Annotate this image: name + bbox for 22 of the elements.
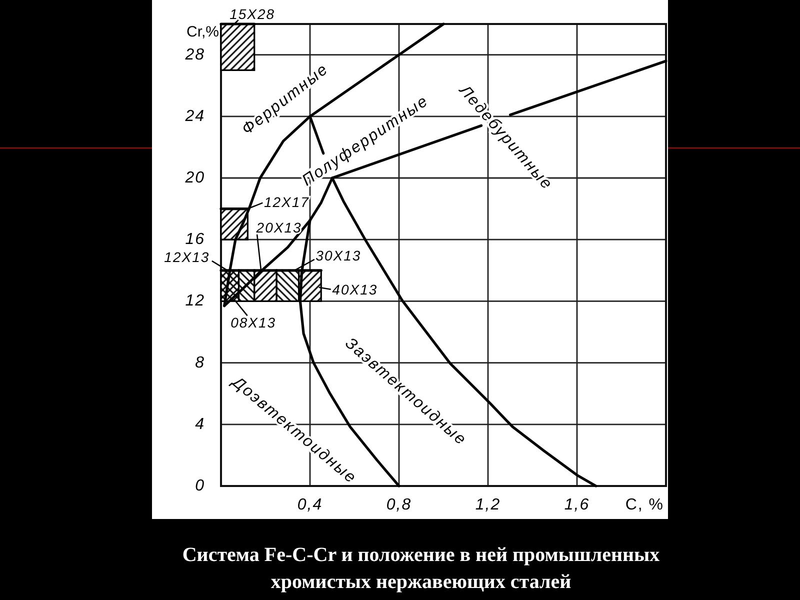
y-tick-label: 0 (195, 478, 205, 494)
y-axis-title: Cr,% (186, 24, 219, 40)
x-tick-label: 0,4 (297, 496, 323, 514)
annotation: 08Х13 (230, 314, 276, 331)
annotation: 20Х13 (255, 219, 302, 236)
x-tick-label: 1,2 (475, 496, 501, 514)
y-tick-label: 16 (185, 231, 205, 248)
annotation: 12Х17 (264, 194, 310, 210)
annotation: 12Х13 (164, 248, 210, 265)
y-tick-label: 8 (195, 354, 205, 372)
x-axis-title: C, % (625, 496, 664, 514)
y-tick-label: 20 (184, 170, 205, 186)
x-tick-label: 1,6 (564, 496, 590, 514)
x-tick-label: 0,8 (386, 496, 412, 514)
y-tick-label: 12 (185, 292, 205, 310)
annotation: 15Х28 (230, 6, 276, 22)
annotation: 40Х13 (332, 281, 378, 298)
y-tick-label: 28 (184, 46, 205, 64)
y-tick-label: 24 (184, 108, 205, 125)
text: Система Fe-C-Cr и положение в ней промышленных хромистых нержавеющих сталей (182, 544, 660, 593)
annotation: 30Х13 (316, 247, 362, 264)
y-tick-label: 4 (195, 416, 205, 433)
